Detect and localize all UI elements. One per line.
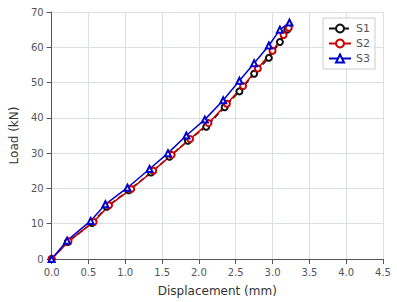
svg-text:0.5: 0.5 bbox=[80, 267, 96, 278]
svg-text:2.0: 2.0 bbox=[191, 267, 207, 278]
svg-text:1.5: 1.5 bbox=[154, 267, 170, 278]
svg-text:1.0: 1.0 bbox=[117, 267, 133, 278]
svg-text:40: 40 bbox=[31, 112, 44, 123]
svg-text:70: 70 bbox=[31, 7, 44, 18]
svg-text:20: 20 bbox=[31, 183, 44, 194]
svg-text:Displacement (mm): Displacement (mm) bbox=[158, 284, 277, 298]
svg-text:S3: S3 bbox=[356, 52, 370, 65]
svg-text:2.5: 2.5 bbox=[228, 267, 244, 278]
svg-text:3.0: 3.0 bbox=[265, 267, 281, 278]
svg-text:4.5: 4.5 bbox=[375, 267, 391, 278]
svg-text:S1: S1 bbox=[356, 22, 370, 35]
svg-text:50: 50 bbox=[31, 77, 44, 88]
svg-text:60: 60 bbox=[31, 42, 44, 53]
svg-text:0.0: 0.0 bbox=[44, 267, 60, 278]
svg-text:Load (kN): Load (kN) bbox=[7, 107, 21, 165]
svg-text:4.0: 4.0 bbox=[338, 267, 354, 278]
svg-text:10: 10 bbox=[31, 218, 44, 229]
svg-text:S2: S2 bbox=[356, 37, 370, 50]
svg-text:30: 30 bbox=[31, 148, 44, 159]
svg-text:0: 0 bbox=[37, 254, 43, 265]
svg-text:3.5: 3.5 bbox=[301, 267, 317, 278]
